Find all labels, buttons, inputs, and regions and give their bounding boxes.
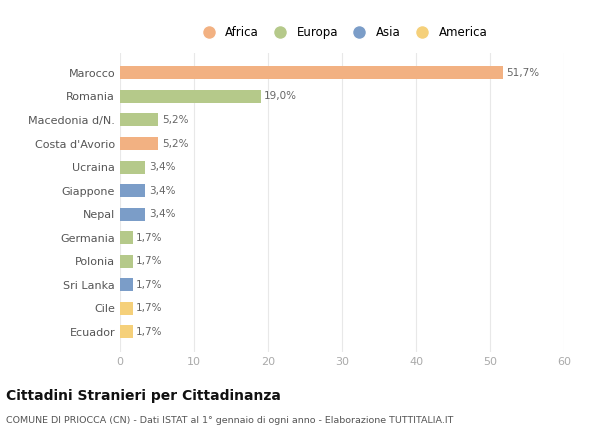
Text: COMUNE DI PRIOCCA (CN) - Dati ISTAT al 1° gennaio di ogni anno - Elaborazione TU: COMUNE DI PRIOCCA (CN) - Dati ISTAT al 1… (6, 416, 454, 425)
Bar (120, 326, 133, 338)
Text: 1,7%: 1,7% (136, 233, 163, 243)
Bar (120, 161, 145, 173)
Bar (120, 255, 133, 268)
Text: Cittadini Stranieri per Cittadinanza: Cittadini Stranieri per Cittadinanza (6, 389, 281, 403)
Text: 19,0%: 19,0% (264, 92, 297, 102)
Bar (120, 279, 133, 291)
Bar (120, 90, 260, 103)
Bar (120, 66, 503, 79)
Text: 1,7%: 1,7% (136, 280, 163, 290)
Text: 3,4%: 3,4% (149, 162, 175, 172)
Bar (120, 137, 158, 150)
Bar (120, 184, 145, 197)
Text: 1,7%: 1,7% (136, 303, 163, 313)
Bar (120, 208, 145, 220)
Text: 51,7%: 51,7% (506, 68, 539, 78)
Legend: Africa, Europa, Asia, America: Africa, Europa, Asia, America (193, 23, 491, 43)
Bar (120, 302, 133, 315)
Bar (120, 114, 158, 126)
Text: 5,2%: 5,2% (162, 139, 188, 149)
Text: 3,4%: 3,4% (149, 209, 175, 219)
Text: 1,7%: 1,7% (136, 256, 163, 266)
Text: 5,2%: 5,2% (162, 115, 188, 125)
Text: 3,4%: 3,4% (149, 186, 175, 196)
Bar (120, 231, 133, 244)
Text: 1,7%: 1,7% (136, 327, 163, 337)
